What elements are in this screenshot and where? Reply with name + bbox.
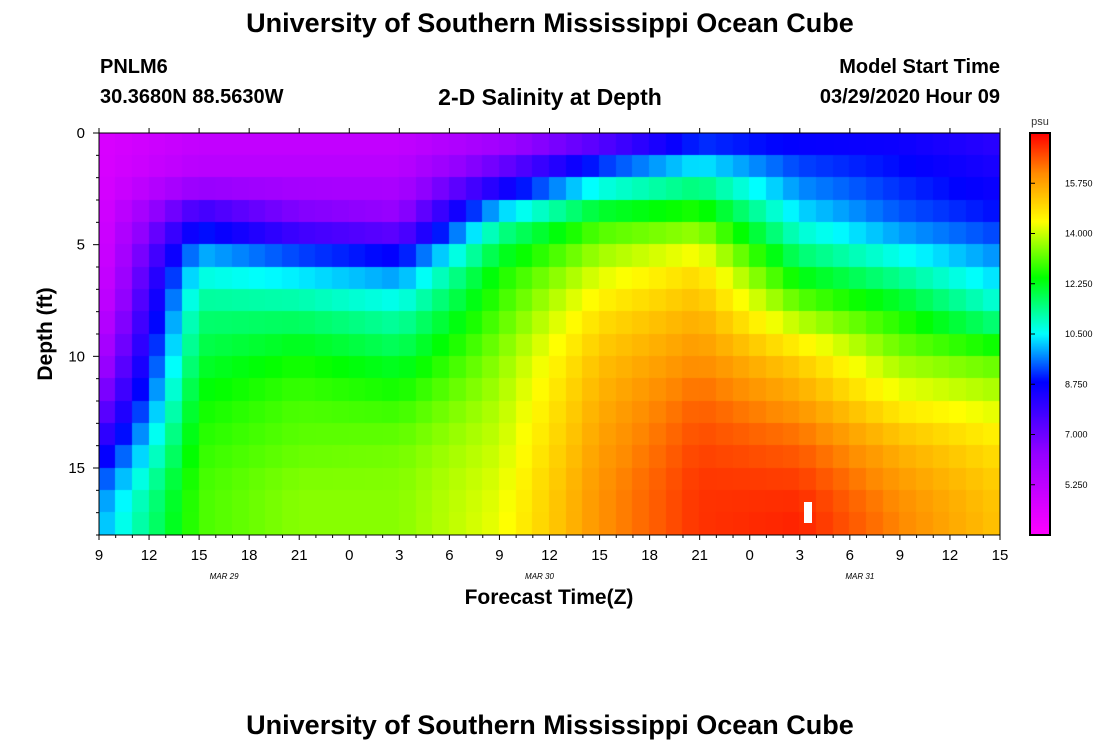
x-tick-label: 0	[746, 547, 754, 564]
page-title: University of Southern Mississippi Ocean…	[246, 8, 854, 38]
plot-frame	[98, 132, 1001, 536]
x-tick-label: 15	[191, 547, 208, 564]
x-tick-label: 3	[395, 547, 403, 564]
y-tick-label: 10	[68, 348, 85, 365]
model-start-value: 03/29/2020 Hour 09	[819, 86, 1000, 108]
colorbar-tick-label: 10.500	[1065, 329, 1093, 339]
x-tick-label: 9	[495, 547, 503, 564]
station-id: PNLM6	[100, 56, 168, 78]
colorbar-tick-label: 5.250	[1065, 480, 1088, 490]
station-marker	[804, 502, 812, 523]
x-tick-label: 18	[641, 547, 658, 564]
x-axis-label: Forecast Time(Z)	[465, 586, 634, 609]
x-tick-label: 3	[796, 547, 804, 564]
station-coords: 30.3680N 88.5630W	[100, 86, 284, 108]
plot-title: 2-D Salinity at Depth	[438, 84, 662, 110]
x-tick-label: 12	[141, 547, 158, 564]
x-tick-label: 12	[541, 547, 558, 564]
y-tick-label: 5	[77, 237, 85, 254]
x-tick-label: 18	[241, 547, 258, 564]
colorbar-tick-label: 12.250	[1065, 279, 1093, 289]
x-tick-label: 6	[445, 547, 453, 564]
x-tick-label: 21	[291, 547, 308, 564]
x-tick-label: 12	[942, 547, 959, 564]
colorbar-tick-label: 7.000	[1065, 430, 1088, 440]
x-tick-label: 9	[95, 547, 103, 564]
x-tick-label: 6	[846, 547, 854, 564]
colorbar-tick-label: 15.750	[1065, 178, 1093, 188]
x-tick-label: 15	[992, 547, 1009, 564]
x-tick-label: 9	[896, 547, 904, 564]
date-label: MAR 30	[525, 572, 554, 581]
y-axis-label: Depth (ft)	[34, 287, 57, 380]
date-label: MAR 29	[210, 572, 239, 581]
colorbar-tick-label: 14.000	[1065, 229, 1093, 239]
x-tick-label: 15	[591, 547, 608, 564]
colorbar-tick-label: 8.750	[1065, 379, 1088, 389]
footer-title: University of Southern Mississippi Ocean…	[246, 710, 854, 740]
y-tick-label: 0	[77, 125, 85, 142]
date-label: MAR 31	[845, 572, 874, 581]
colorbar-unit: psu	[1031, 116, 1049, 128]
model-start-label: Model Start Time	[839, 56, 1000, 78]
salinity-heatmap	[99, 133, 1000, 535]
x-tick-label: 0	[345, 547, 353, 564]
x-tick-label: 21	[691, 547, 708, 564]
y-tick-label: 15	[68, 460, 85, 477]
